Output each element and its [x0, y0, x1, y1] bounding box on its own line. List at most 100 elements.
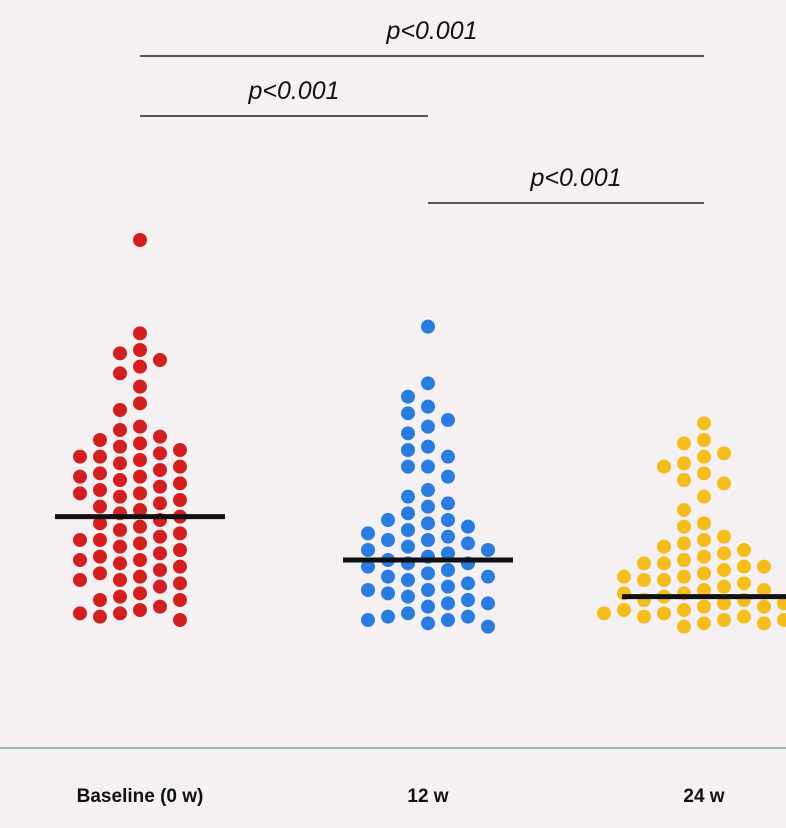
data-point-24-w-34: [697, 583, 711, 597]
data-point-12-w-23: [401, 523, 415, 537]
data-point-24-w-49: [737, 609, 751, 624]
data-point-baseline-0-w-35: [153, 496, 167, 511]
data-point-12-w-37: [361, 559, 375, 574]
data-point-baseline-0-w-9: [113, 403, 127, 417]
data-point-baseline-0-w-26: [73, 469, 87, 484]
data-point-24-w-42: [777, 596, 786, 611]
data-point-12-w-22: [461, 519, 475, 534]
data-point-24-w-14: [717, 529, 731, 544]
data-point-baseline-0-w-7: [133, 379, 147, 394]
data-point-baseline-0-w-66: [93, 593, 107, 607]
data-point-baseline-0-w-45: [153, 529, 167, 544]
data-point-12-w-58: [421, 616, 435, 631]
data-point-baseline-0-w-68: [153, 599, 167, 614]
data-point-24-w-53: [697, 616, 711, 631]
data-point-baseline-0-w-48: [133, 536, 147, 551]
data-point-baseline-0-w-3: [113, 346, 127, 361]
data-point-baseline-0-w-52: [93, 549, 107, 564]
data-point-baseline-0-w-46: [93, 533, 107, 547]
data-point-baseline-0-w-16: [173, 443, 187, 457]
data-point-baseline-0-w-57: [153, 563, 167, 577]
data-point-baseline-0-w-43: [113, 523, 127, 537]
data-point-12-w-59: [481, 619, 495, 634]
data-point-24-w-24: [737, 559, 751, 574]
data-point-baseline-0-w-33: [113, 489, 127, 504]
data-point-baseline-0-w-15: [113, 439, 127, 454]
data-point-baseline-0-w-23: [153, 463, 167, 477]
data-point-12-w-54: [381, 609, 395, 624]
significance-brackets: p<0.001 p<0.001 p<0.001: [140, 17, 704, 204]
data-point-baseline-0-w-56: [173, 559, 187, 574]
data-point-baseline-0-w-24: [93, 466, 107, 481]
x-tick-label-24-w: 24 w: [683, 786, 724, 807]
data-point-12-w-19: [441, 513, 455, 527]
data-point-baseline-0-w-65: [113, 589, 127, 604]
significance-label-1: p<0.001: [247, 77, 339, 105]
data-point-12-w-57: [361, 613, 375, 627]
data-point-baseline-0-w-28: [173, 476, 187, 491]
data-point-baseline-0-w-13: [93, 433, 107, 447]
data-point-24-w-2: [677, 436, 691, 451]
data-point-12-w-29: [401, 539, 415, 554]
data-point-12-w-39: [421, 566, 435, 581]
data-point-12-w-6: [421, 419, 435, 434]
data-point-24-w-18: [737, 543, 751, 557]
data-point-baseline-0-w-62: [173, 576, 187, 591]
data-point-baseline-0-w-11: [113, 423, 127, 437]
data-point-12-w-45: [421, 583, 435, 597]
data-point-baseline-0-w-8: [133, 396, 147, 411]
data-point-baseline-0-w-53: [133, 553, 147, 567]
data-point-baseline-0-w-54: [73, 553, 87, 567]
data-point-12-w-41: [481, 569, 495, 584]
data-point-12-w-12: [401, 459, 415, 474]
data-point-baseline-0-w-59: [133, 569, 147, 584]
significance-label-2: p<0.001: [529, 164, 621, 192]
data-point-baseline-0-w-37: [133, 503, 147, 517]
data-point-12-w-40: [381, 569, 395, 584]
data-point-24-w-7: [697, 466, 711, 481]
data-point-24-w-23: [637, 556, 651, 571]
data-point-baseline-0-w-63: [153, 579, 167, 594]
data-point-12-w-9: [401, 443, 415, 457]
data-point-24-w-19: [717, 546, 731, 561]
data-point-baseline-0-w-44: [173, 526, 187, 541]
data-point-12-w-20: [381, 513, 395, 527]
data-point-12-w-2: [401, 389, 415, 404]
data-point-baseline-0-w-29: [153, 479, 167, 494]
data-point-baseline-0-w-27: [113, 473, 127, 487]
data-point-baseline-0-w-14: [133, 436, 147, 451]
data-point-baseline-0-w-41: [93, 516, 107, 531]
data-point-12-w-17: [421, 499, 435, 514]
data-point-24-w-45: [677, 603, 691, 617]
data-point-12-w-16: [441, 496, 455, 511]
data-point-12-w-53: [401, 606, 415, 621]
data-point-baseline-0-w-34: [173, 493, 187, 507]
data-point-12-w-21: [421, 516, 435, 531]
data-point-24-w-46: [617, 603, 631, 617]
data-point-12-w-46: [361, 583, 375, 597]
data-point-baseline-0-w-36: [93, 499, 107, 514]
data-point-baseline-0-w-19: [73, 449, 87, 464]
data-point-12-w-11: [421, 459, 435, 474]
data-point-baseline-0-w-49: [113, 539, 127, 554]
data-point-12-w-49: [461, 593, 475, 607]
data-point-24-w-47: [657, 606, 671, 621]
data-point-24-w-15: [697, 533, 711, 547]
data-point-12-w-1: [421, 376, 435, 391]
data-point-baseline-0-w-58: [93, 566, 107, 581]
data-point-12-w-0: [421, 319, 435, 334]
data-point-24-w-20: [697, 549, 711, 564]
data-point-12-w-4: [401, 406, 415, 421]
data-point-24-w-13: [677, 519, 691, 534]
data-point-baseline-0-w-17: [153, 446, 167, 461]
data-point-baseline-0-w-60: [113, 573, 127, 587]
data-point-24-w-16: [677, 536, 691, 551]
data-point-24-w-5: [677, 456, 691, 471]
data-point-12-w-51: [481, 596, 495, 611]
data-point-24-w-30: [657, 573, 671, 587]
data-point-12-w-30: [361, 543, 375, 557]
data-point-12-w-25: [441, 529, 455, 544]
data-point-24-w-3: [717, 446, 731, 461]
data-point-24-w-55: [677, 619, 691, 634]
data-point-12-w-7: [401, 426, 415, 441]
